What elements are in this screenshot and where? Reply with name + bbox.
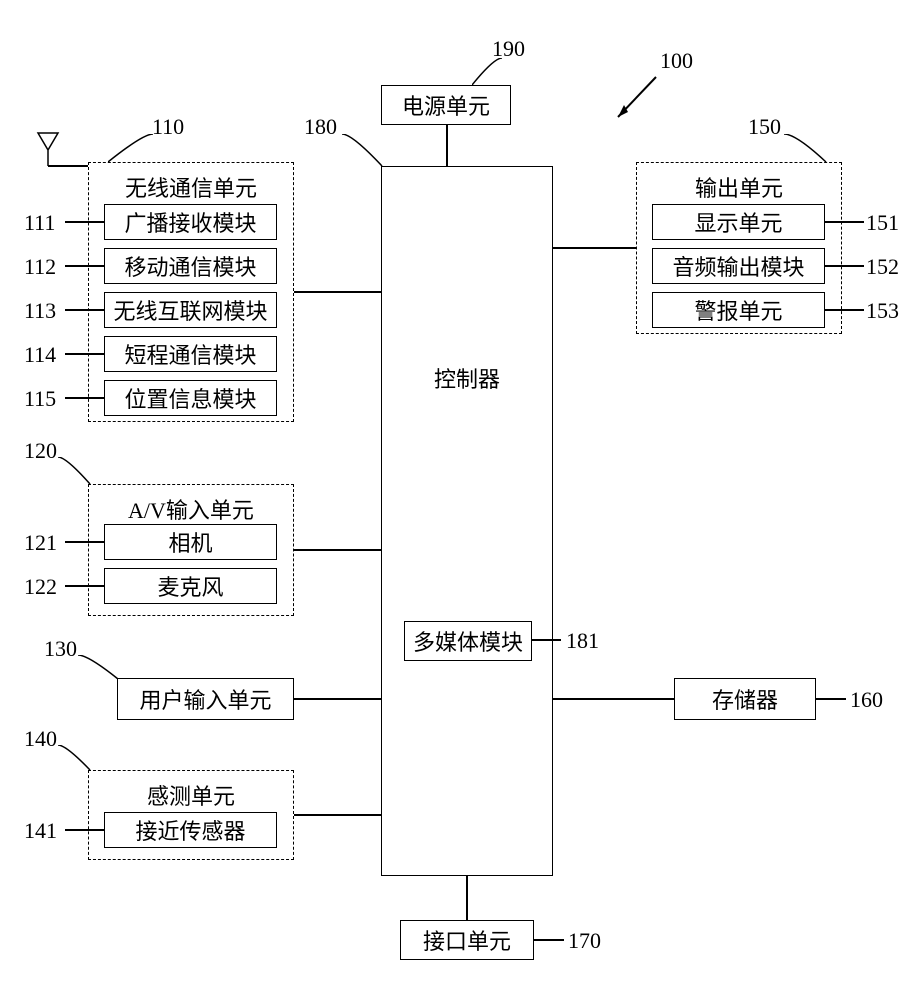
ref-122: 122 (24, 574, 57, 600)
interface-block: 接口单元 (400, 920, 534, 960)
alarm-block: 警报单元 (652, 292, 825, 328)
ref-115: 115 (24, 386, 56, 412)
controller-label: 控制器 (434, 362, 500, 394)
ref-113: 113 (24, 298, 56, 324)
power-label: 电源单元 (402, 89, 490, 121)
user-input-block: 用户输入单元 (117, 678, 294, 720)
internet-block: 无线互联网模块 (104, 292, 277, 328)
mic-block: 麦克风 (104, 568, 277, 604)
ref-120: 120 (24, 438, 57, 464)
leader-120 (58, 457, 98, 487)
broadcast-block: 广播接收模块 (104, 204, 277, 240)
conn-userinput (294, 698, 381, 700)
antenna-icon (30, 128, 70, 168)
position-block: 位置信息模块 (104, 380, 277, 416)
controller-block: 控制器 多媒体模块 (381, 166, 553, 876)
proximity-block: 接近传感器 (104, 812, 277, 848)
leader-150 (784, 134, 834, 164)
leader-140 (58, 745, 98, 773)
conn-wireless (294, 291, 381, 293)
ref-110: 110 (152, 114, 184, 140)
av-group-title: A/V输入单元 (89, 493, 293, 525)
camera-block: 相机 (104, 524, 277, 560)
ref-100: 100 (660, 48, 693, 74)
ref-150: 150 (748, 114, 781, 140)
ref-114: 114 (24, 342, 56, 368)
display-block: 显示单元 (652, 204, 825, 240)
output-group-title: 输出单元 (637, 171, 841, 203)
ref-180: 180 (304, 114, 337, 140)
ref-111: 111 (24, 210, 55, 236)
multimedia-label: 多媒体模块 (413, 625, 523, 657)
conn-memory (553, 698, 674, 700)
wireless-group-title: 无线通信单元 (89, 171, 293, 203)
arrow-100 (608, 72, 662, 126)
sensing-group-title: 感测单元 (89, 779, 293, 811)
conn-output (553, 247, 636, 249)
mobile-block: 移动通信模块 (104, 248, 277, 284)
ref-130: 130 (44, 636, 77, 662)
ref-152: 152 (866, 254, 899, 280)
leader-180 (342, 134, 392, 169)
ref-121: 121 (24, 530, 57, 556)
conn-power (446, 125, 448, 166)
conn-sensing (294, 814, 381, 816)
leader-110 (108, 134, 158, 164)
multimedia-block: 多媒体模块 (404, 621, 532, 661)
ref-153: 153 (866, 298, 899, 324)
ref-141: 141 (24, 818, 57, 844)
power-unit-block: 电源单元 (381, 85, 511, 125)
conn-interface (466, 876, 468, 920)
audio-out-block: 音频输出模块 (652, 248, 825, 284)
ref-140: 140 (24, 726, 57, 752)
leader-130 (78, 655, 123, 683)
ref-160: 160 (850, 687, 883, 713)
ref-151: 151 (866, 210, 899, 236)
ref-170: 170 (568, 928, 601, 954)
ref-181: 181 (566, 628, 599, 654)
ref-112: 112 (24, 254, 56, 280)
ref-190: 190 (492, 36, 525, 62)
memory-block: 存储器 (674, 678, 816, 720)
leader-190 (472, 58, 512, 88)
shortrange-block: 短程通信模块 (104, 336, 277, 372)
conn-av (294, 549, 381, 551)
